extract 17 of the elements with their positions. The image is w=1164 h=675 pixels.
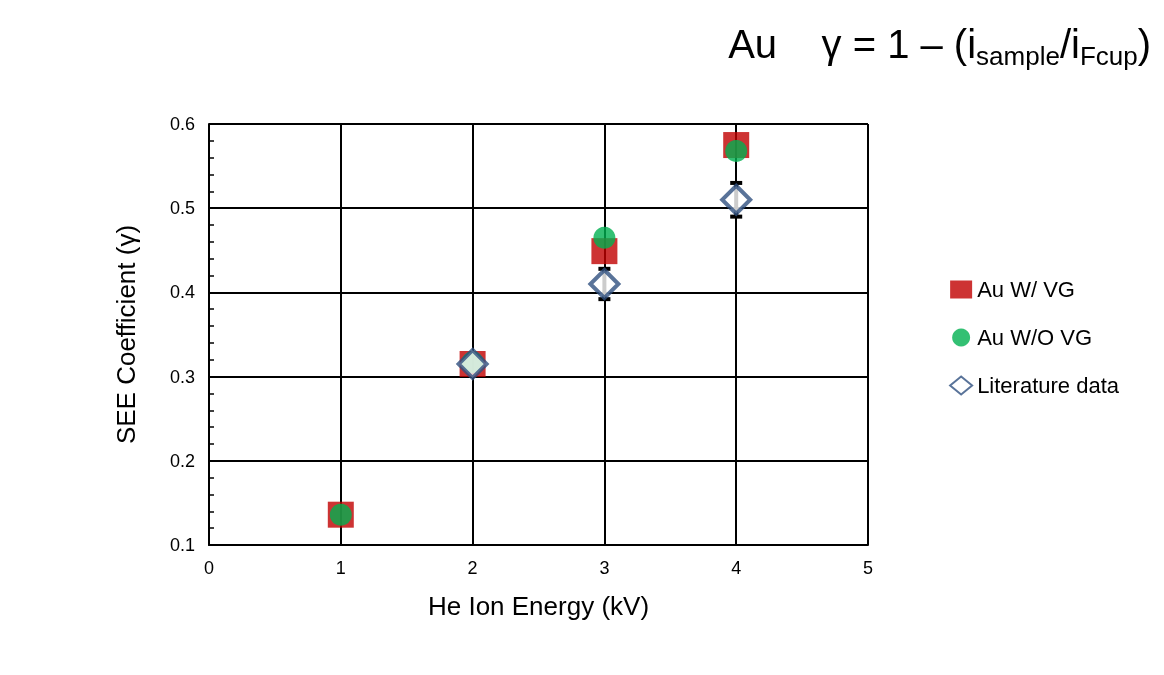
x-tick-label: 5	[862, 558, 874, 578]
legend-label: Literature data	[977, 373, 1120, 398]
y-tick-label: 0.5	[169, 198, 195, 219]
legend-label: Au W/O VG	[977, 325, 1093, 350]
y-tick-label: 0.1	[169, 535, 195, 555]
x-tick-label: 1	[335, 558, 346, 578]
y-tick-label: 0.4	[169, 282, 195, 303]
y-tick-label: 0.6	[169, 114, 195, 134]
x-axis-title: He Ion Energy (kV)	[427, 591, 650, 621]
legend-label: Au W/ VG	[977, 277, 1075, 302]
x-tick-label: 2	[467, 558, 478, 578]
x-tick-label: 3	[599, 558, 610, 578]
x-tick-label: 0	[203, 558, 215, 578]
y-axis-title: SEE Coefficient (γ)	[111, 224, 141, 445]
x-tick-label: 4	[731, 558, 742, 578]
y-tick-label: 0.3	[169, 366, 195, 387]
y-tick-label: 0.2	[169, 450, 195, 471]
